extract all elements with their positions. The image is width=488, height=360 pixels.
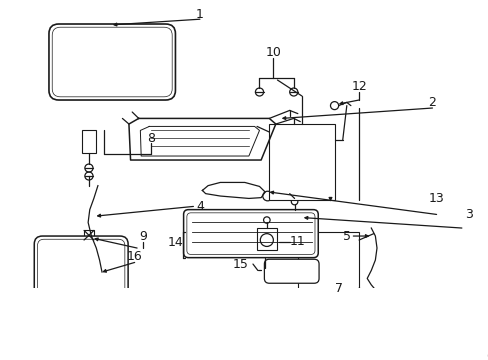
FancyBboxPatch shape — [183, 210, 318, 258]
FancyBboxPatch shape — [264, 259, 318, 283]
Bar — [285, 210, 303, 227]
Text: 15: 15 — [232, 257, 248, 271]
FancyBboxPatch shape — [34, 236, 128, 306]
Bar — [257, 228, 277, 251]
Bar — [297, 232, 358, 296]
Bar — [84, 230, 94, 240]
Bar — [81, 130, 96, 153]
Text: 8: 8 — [147, 132, 155, 145]
Text: 2: 2 — [427, 96, 435, 109]
Text: 5: 5 — [342, 230, 350, 243]
FancyBboxPatch shape — [49, 24, 175, 100]
Text: 9: 9 — [139, 230, 146, 243]
Text: 1: 1 — [196, 8, 203, 21]
Text: 7: 7 — [334, 282, 342, 294]
Bar — [269, 124, 334, 200]
Text: 12: 12 — [350, 80, 366, 93]
Text: 13: 13 — [428, 192, 444, 205]
Text: 11: 11 — [289, 235, 305, 248]
Text: 14: 14 — [167, 236, 183, 249]
Text: 3: 3 — [464, 208, 472, 221]
Text: 16: 16 — [126, 249, 142, 262]
Text: 10: 10 — [265, 45, 281, 59]
Text: 4: 4 — [196, 200, 203, 213]
Text: 6: 6 — [485, 350, 488, 360]
